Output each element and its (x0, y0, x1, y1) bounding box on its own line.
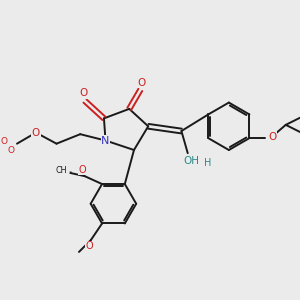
Text: O: O (138, 78, 146, 88)
Text: O: O (0, 137, 7, 146)
Text: O: O (79, 88, 88, 98)
Text: O: O (268, 132, 276, 142)
Text: CH: CH (56, 166, 67, 175)
Text: ₃: ₃ (68, 169, 71, 175)
Text: OH: OH (183, 156, 199, 166)
Text: O: O (78, 165, 86, 175)
Text: O: O (32, 128, 40, 138)
Text: H: H (204, 158, 211, 168)
Text: O: O (8, 146, 15, 155)
Text: N: N (101, 136, 110, 146)
Text: O: O (85, 241, 93, 251)
